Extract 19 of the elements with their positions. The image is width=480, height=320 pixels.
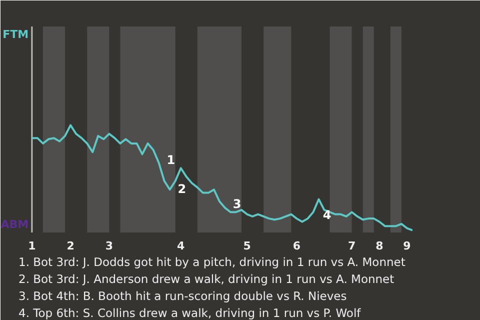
annotation: 4 xyxy=(322,208,332,222)
text: 1. Bot 3rd: J. Dodds got hit by a pitch, driving in 1 run vs A. Monnet xyxy=(18,255,406,269)
text: 2. Bot 3rd: J. Anderson drew a walk, driving in 1 run vs A. Monnet xyxy=(18,272,395,286)
x-tick-label: 1 xyxy=(28,240,36,252)
x-tick-label: 8 xyxy=(376,240,384,252)
text: ABM xyxy=(0,218,29,231)
text: 4. Top 6th: S. Collins drew a walk, driving in 1 run vs P. Wolf xyxy=(18,306,362,320)
annotation: 2 xyxy=(178,182,186,196)
text: 3. Bot 4th: B. Booth hit a run-scoring double vs R. Nieves xyxy=(18,289,347,303)
x-tick-label: 2 xyxy=(66,240,74,252)
x-tick-label: 3 xyxy=(105,240,113,252)
x-tick-label: 7 xyxy=(348,240,356,252)
x-tick-label: 9 xyxy=(403,240,411,252)
text: FTM xyxy=(2,28,29,41)
x-tick-label: 4 xyxy=(177,240,186,252)
annotation: 3 xyxy=(232,197,242,212)
annotation: 1 xyxy=(166,153,176,168)
x-tick-label: 6 xyxy=(292,240,301,252)
x-tick-label: 5 xyxy=(243,240,251,252)
